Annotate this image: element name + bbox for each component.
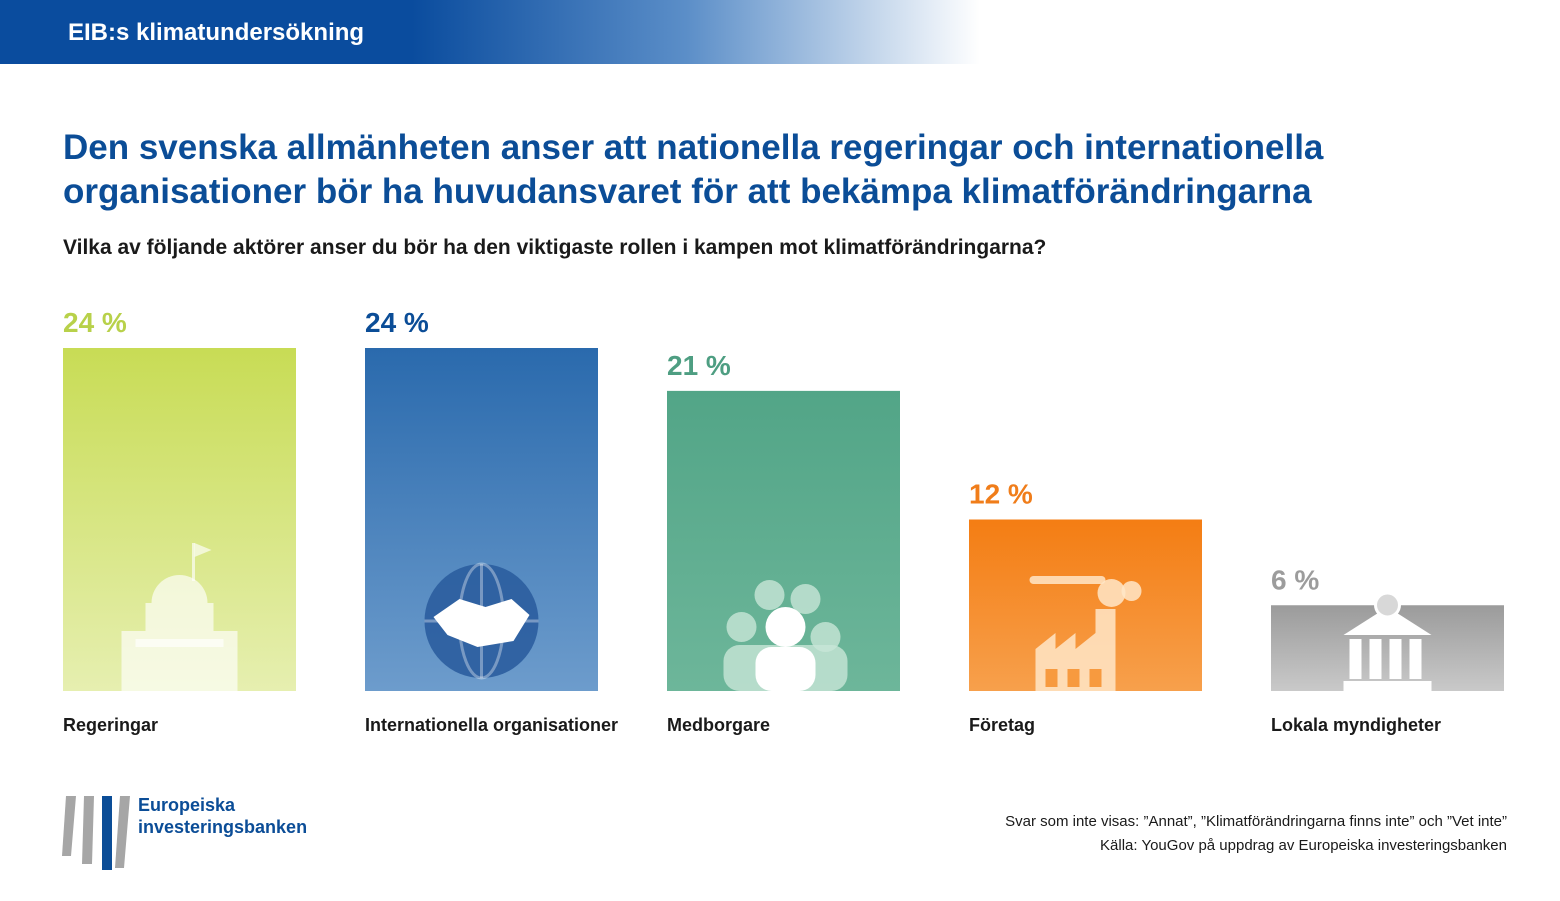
footnote-source: Källa: YouGov på uppdrag av Europeiska i… — [1100, 837, 1507, 854]
page-title: Den svenska allmänheten anser att nation… — [63, 128, 1324, 211]
value-label-0: 24 % — [63, 307, 127, 338]
category-label-1: Internationella organisationer — [365, 715, 618, 735]
people-group-icon — [723, 580, 848, 691]
logo-line-1: Europeiska — [138, 795, 236, 815]
survey-question: Vilka av följande aktörer anser du bör h… — [63, 236, 1047, 259]
eib-logo-mark-icon — [62, 796, 130, 870]
value-label-4: 6 % — [1271, 564, 1319, 595]
footnote-not-shown: Svar som inte visas: ”Annat”, ”Klimatför… — [1005, 813, 1507, 830]
footnotes: Svar som inte visas: ”Annat”, ”Klimatför… — [807, 810, 1507, 858]
category-label-0: Regeringar — [63, 715, 158, 735]
top-banner: EIB:s klimatundersökning — [0, 0, 980, 64]
government-building-icon — [121, 543, 238, 691]
bank-pin-icon — [1343, 591, 1432, 691]
globe-handshake-icon — [424, 562, 539, 680]
bar-chart: 24 % Regeringar 24 % Internationella organi… — [63, 307, 1504, 735]
category-label-3: Företag — [969, 715, 1035, 735]
value-label-3: 12 % — [969, 479, 1033, 510]
category-label-2: Medborgare — [667, 715, 770, 735]
value-label-1: 24 % — [365, 307, 429, 338]
category-label-4: Lokala myndigheter — [1271, 715, 1441, 735]
value-label-2: 21 % — [667, 350, 731, 381]
factory-icon — [1029, 576, 1142, 691]
logo-text: Europeiska investeringsbanken — [138, 794, 307, 838]
eib-logo: Europeiska investeringsbanken — [62, 794, 322, 874]
logo-line-2: investeringsbanken — [138, 817, 308, 837]
banner-title: EIB:s klimatundersökning — [68, 19, 365, 46]
